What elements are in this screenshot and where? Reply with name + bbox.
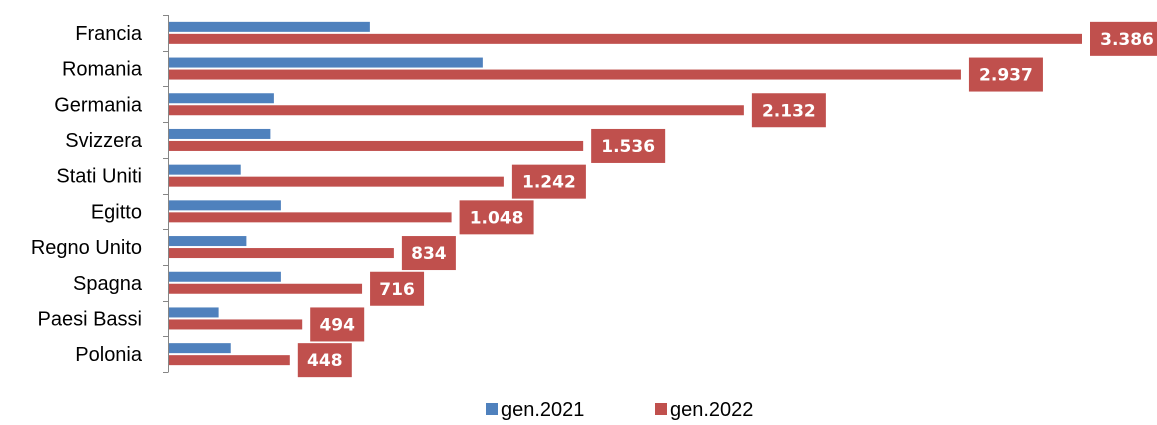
- bar-gen-2021: [169, 128, 271, 139]
- bar-gen-2021: [169, 93, 274, 104]
- bar-gen-2022: [169, 105, 744, 116]
- data-label: 1.242: [522, 173, 576, 193]
- legend-label: gen.2022: [670, 399, 753, 421]
- data-label: 2.937: [979, 66, 1033, 86]
- data-label-box: [401, 236, 456, 271]
- bar-gen-2021: [169, 307, 219, 318]
- category-label: Egitto: [91, 201, 142, 223]
- category-labels: Francia Romania Germania Svizzera Stati Unit…: [31, 23, 143, 366]
- data-label-box: [459, 200, 534, 235]
- category-label: Stati Uniti: [56, 166, 142, 188]
- category-label: Svizzera: [65, 130, 143, 152]
- data-label: 3.386: [1100, 30, 1154, 50]
- bar-gen-2021: [169, 21, 370, 32]
- y-axis-ticks: [163, 15, 169, 373]
- legend: gen.2021 gen.2022: [486, 399, 753, 421]
- bar-gen-2022: [169, 33, 1082, 44]
- legend-label: gen.2021: [501, 399, 584, 421]
- category-label: Polonia: [75, 344, 143, 366]
- bar-gen-2022: [169, 248, 394, 259]
- bar-gen-2022: [169, 212, 452, 223]
- data-label-box: [297, 343, 352, 378]
- bar-gen-2022: [169, 176, 504, 187]
- bar-gen-2021: [169, 343, 231, 354]
- bar-gen-2022: [169, 355, 290, 366]
- bar-gen-2021: [169, 164, 241, 175]
- data-label-box: [591, 128, 666, 163]
- data-label-box: [1090, 21, 1157, 56]
- data-label: 1.536: [601, 137, 655, 157]
- data-label: 716: [379, 280, 415, 300]
- bars: [169, 21, 1082, 366]
- category-label: Paesi Bassi: [38, 308, 143, 330]
- bar-gen-2022: [169, 140, 584, 151]
- data-label-box: [751, 93, 826, 128]
- category-label: Romania: [62, 59, 143, 81]
- bar-gen-2021: [169, 271, 281, 282]
- data-label: 494: [319, 315, 355, 335]
- bar-gen-2022: [169, 283, 363, 294]
- category-label: Spagna: [73, 273, 143, 295]
- category-label: Germania: [54, 94, 143, 116]
- bar-gen-2022: [169, 69, 961, 80]
- data-label-box: [968, 57, 1043, 92]
- category-label: Francia: [75, 23, 143, 45]
- data-labels: 3.386 2.937 2.132 1.536 1.242 1.048 834 716 494 4…: [297, 21, 1157, 378]
- category-label: Regno Unito: [31, 237, 142, 259]
- data-label: 1.048: [470, 208, 524, 228]
- data-label: 834: [411, 244, 447, 264]
- bar-gen-2021: [169, 200, 281, 211]
- data-label-box: [511, 164, 586, 199]
- bar-gen-2021: [169, 57, 483, 68]
- data-label-box: [370, 271, 425, 306]
- data-label-box: [310, 307, 365, 342]
- legend-swatch: [655, 403, 667, 415]
- data-label: 448: [307, 351, 343, 371]
- bar-gen-2022: [169, 319, 303, 330]
- data-label: 2.132: [762, 101, 816, 121]
- bar-gen-2021: [169, 236, 247, 247]
- legend-swatch: [486, 403, 498, 415]
